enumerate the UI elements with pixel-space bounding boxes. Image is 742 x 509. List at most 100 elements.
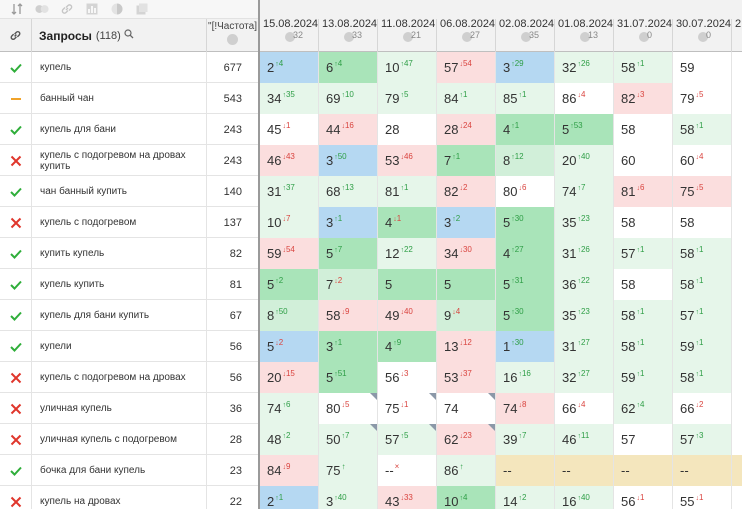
- position-cell[interactable]: 8 ↑50: [260, 300, 319, 331]
- position-cell[interactable]: 58 ↓9: [319, 300, 378, 331]
- position-cell[interactable]: [732, 424, 742, 455]
- table-row[interactable]: купить купель 82 59 ↓54 5 ↑7 12 ↑22 34 ↓30 4 ↑27 31 ↑…: [0, 238, 742, 269]
- position-cell[interactable]: 32 ↑27: [555, 362, 614, 393]
- cross-icon[interactable]: [0, 393, 32, 424]
- cross-icon[interactable]: [0, 424, 32, 455]
- position-cell[interactable]: 45 ↓1: [260, 114, 319, 145]
- position-cell[interactable]: 59 ↑1: [673, 331, 732, 362]
- position-cell[interactable]: 57: [614, 424, 673, 455]
- position-cell[interactable]: 2 ↑1: [260, 486, 319, 509]
- table-row[interactable]: купель купить 81 5 ↑2 7 ↓2 5 5 5 ↑31 36 ↑22 58 58 ↑1: [0, 269, 742, 300]
- position-cell[interactable]: 34 ↑35: [260, 83, 319, 114]
- position-cell[interactable]: --: [614, 455, 673, 486]
- dash-icon[interactable]: [0, 83, 32, 114]
- position-cell[interactable]: [732, 238, 742, 269]
- check-icon[interactable]: [0, 331, 32, 362]
- position-cell[interactable]: 31 ↑37: [260, 176, 319, 207]
- table-row[interactable]: купель для бани купить 67 8 ↑50 58 ↓9 49 ↓40 9 ↓4…: [0, 300, 742, 331]
- position-cell[interactable]: 5 ↑30: [496, 207, 555, 238]
- position-cell[interactable]: 86 ↓4: [555, 83, 614, 114]
- check-icon[interactable]: [0, 269, 32, 300]
- date-column-header[interactable]: 02.08.2024 35: [496, 18, 555, 52]
- position-cell[interactable]: 58: [673, 207, 732, 238]
- check-icon[interactable]: [0, 114, 32, 145]
- table-row[interactable]: чан банный купить 140 31 ↑37 68 ↑13 81 ↑1 82 ↓2 80…: [0, 176, 742, 207]
- search-icon[interactable]: [124, 29, 134, 42]
- position-cell[interactable]: [732, 269, 742, 300]
- query-text[interactable]: бочка для бани купель: [32, 455, 207, 486]
- queries-column-header[interactable]: Запросы (118): [32, 19, 207, 52]
- position-cell[interactable]: 28: [378, 114, 437, 145]
- position-cell[interactable]: 35 ↑23: [555, 300, 614, 331]
- position-cell[interactable]: 58 ↑1: [614, 331, 673, 362]
- position-cell[interactable]: 43 ↓33: [378, 486, 437, 509]
- position-cell[interactable]: 66 ↓4: [555, 393, 614, 424]
- table-row[interactable]: купель на дровах 22 2 ↑1 3 ↑40 43 ↓33 10 ↑4 14 ↑2 16…: [0, 486, 742, 509]
- position-cell[interactable]: 1 ↑30: [496, 331, 555, 362]
- query-text[interactable]: купели: [32, 331, 207, 362]
- link-icon[interactable]: [60, 3, 74, 16]
- position-cell[interactable]: 56 ↓3: [378, 362, 437, 393]
- position-cell[interactable]: 20 ↓15: [260, 362, 319, 393]
- chart-icon[interactable]: [85, 3, 99, 16]
- link-column-header[interactable]: [0, 19, 32, 52]
- position-cell[interactable]: 74 ↑6: [260, 393, 319, 424]
- query-text[interactable]: купель с подогревом на дровах купить: [32, 145, 207, 176]
- position-cell[interactable]: 79 ↓5: [673, 83, 732, 114]
- position-cell[interactable]: 55 ↓1: [673, 486, 732, 509]
- position-cell[interactable]: 49 ↓40: [378, 300, 437, 331]
- query-text[interactable]: купель: [32, 52, 207, 83]
- position-cell[interactable]: 6 ↑4: [319, 52, 378, 83]
- date-column-header[interactable]: 15.08.2024 32: [260, 18, 319, 52]
- position-cell[interactable]: [732, 393, 742, 424]
- position-cell[interactable]: 56 ↓1: [614, 486, 673, 509]
- position-cell[interactable]: 7 ↑1: [437, 145, 496, 176]
- check-icon[interactable]: [0, 52, 32, 83]
- position-cell[interactable]: 4 ↑27: [496, 238, 555, 269]
- check-icon[interactable]: [0, 238, 32, 269]
- position-cell[interactable]: 53 ↓46: [378, 145, 437, 176]
- position-cell[interactable]: [732, 362, 742, 393]
- position-cell[interactable]: 32 ↑26: [555, 52, 614, 83]
- position-cell[interactable]: [732, 455, 742, 486]
- table-row[interactable]: купель 677 2 ↑4 6 ↑4 10 ↑47 57 ↓54 3 ↑29 32 ↑26 58 ↑1 59: [0, 52, 742, 83]
- position-cell[interactable]: [732, 486, 742, 509]
- position-cell[interactable]: 3 ↑2: [437, 207, 496, 238]
- position-cell[interactable]: 35 ↑23: [555, 207, 614, 238]
- table-row[interactable]: бочка для бани купель 23 84 ↓9 75 ↑ -- × 86 ↑ -- --…: [0, 455, 742, 486]
- position-cell[interactable]: 58: [614, 269, 673, 300]
- position-cell[interactable]: --: [673, 455, 732, 486]
- position-cell[interactable]: 59: [673, 52, 732, 83]
- table-row[interactable]: купели 56 5 ↓2 3 ↑1 4 ↑9 13 ↓12 1 ↑30 31 ↑27 58 ↑1 59 ↑1: [0, 331, 742, 362]
- query-text[interactable]: купель для бани: [32, 114, 207, 145]
- position-cell[interactable]: 5 ↓2: [260, 331, 319, 362]
- cross-icon[interactable]: [0, 145, 32, 176]
- position-cell[interactable]: 3 ↑40: [319, 486, 378, 509]
- position-cell[interactable]: 62 ↓23: [437, 424, 496, 455]
- table-row[interactable]: купель с подогревом на дровах купить 243 4…: [0, 145, 742, 176]
- sort-icon[interactable]: [10, 3, 24, 16]
- position-cell[interactable]: [732, 176, 742, 207]
- check-icon[interactable]: [0, 455, 32, 486]
- position-cell[interactable]: --: [555, 455, 614, 486]
- toggle-icon[interactable]: [35, 3, 49, 16]
- position-cell[interactable]: 53 ↓37: [437, 362, 496, 393]
- position-cell[interactable]: 5 ↑30: [496, 300, 555, 331]
- position-cell[interactable]: 82 ↓3: [614, 83, 673, 114]
- position-cell[interactable]: 84 ↓9: [260, 455, 319, 486]
- position-cell[interactable]: 82 ↓2: [437, 176, 496, 207]
- position-cell[interactable]: 7 ↓2: [319, 269, 378, 300]
- position-cell[interactable]: 57 ↑3: [673, 424, 732, 455]
- table-row[interactable]: банный чан 543 34 ↑35 69 ↑10 79 ↑5 84 ↑1 85 ↑1 86 ↓4 8…: [0, 83, 742, 114]
- copy-icon[interactable]: [135, 3, 149, 16]
- position-cell[interactable]: 9 ↓4: [437, 300, 496, 331]
- position-cell[interactable]: 84 ↑1: [437, 83, 496, 114]
- position-cell[interactable]: 20 ↑40: [555, 145, 614, 176]
- date-column-header[interactable]: 13.08.2024 33: [319, 18, 378, 52]
- position-cell[interactable]: 66 ↓2: [673, 393, 732, 424]
- query-text[interactable]: купель с подогревом: [32, 207, 207, 238]
- cross-icon[interactable]: [0, 486, 32, 509]
- position-cell[interactable]: 5: [378, 269, 437, 300]
- position-cell[interactable]: 62 ↑4: [614, 393, 673, 424]
- position-cell[interactable]: [732, 52, 742, 83]
